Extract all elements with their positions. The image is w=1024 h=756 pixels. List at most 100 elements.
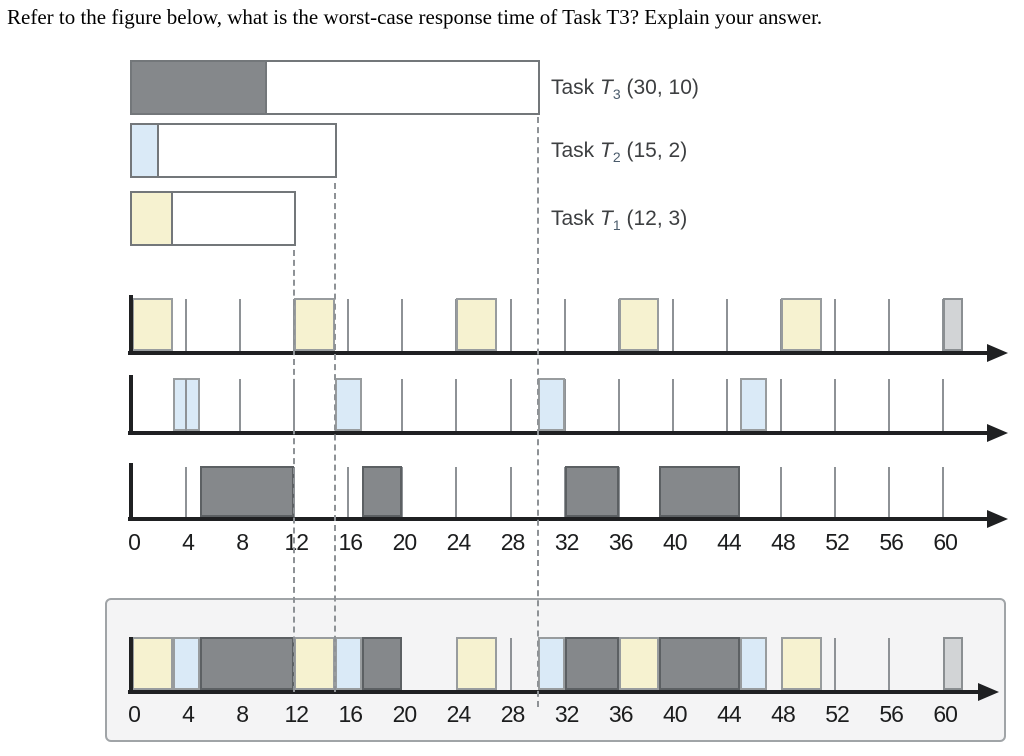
legend-bar-t3 bbox=[130, 60, 540, 115]
tick-T1 bbox=[834, 299, 837, 351]
tick-T3 bbox=[401, 467, 404, 517]
task-subscript: 1 bbox=[612, 217, 621, 234]
axis-label-combined: 32 bbox=[554, 701, 580, 727]
tick-T2 bbox=[671, 379, 674, 431]
tick-combined bbox=[888, 638, 891, 690]
legend-word: Task bbox=[551, 139, 595, 162]
combined-schedule-block-T3 bbox=[564, 637, 619, 690]
tick-combined bbox=[834, 638, 837, 690]
axis-label-upper: 24 bbox=[446, 529, 472, 555]
tick-T1 bbox=[185, 299, 188, 351]
execution-block-T1 bbox=[780, 298, 822, 351]
execution-block-T1 bbox=[132, 298, 173, 351]
combined-schedule-block-T1 bbox=[618, 637, 660, 690]
tick-T3 bbox=[617, 467, 620, 517]
tick-T1 bbox=[509, 299, 512, 351]
task-params: (30, 10) bbox=[626, 76, 699, 99]
execution-block-T1 bbox=[618, 298, 660, 351]
arrow-right-icon bbox=[978, 683, 999, 701]
axis-label-combined: 8 bbox=[236, 701, 249, 727]
tick-combined bbox=[509, 638, 512, 690]
combined-axis bbox=[128, 690, 978, 694]
axis-label-upper: 32 bbox=[554, 529, 580, 555]
task-subscript: 3 bbox=[612, 86, 621, 103]
tick-T2 bbox=[239, 379, 242, 431]
axis-label-upper: 36 bbox=[608, 529, 634, 555]
axis-label-combined: 44 bbox=[717, 701, 742, 727]
arrow-right-icon bbox=[987, 424, 1008, 442]
legend-bar-fill-t1 bbox=[132, 193, 173, 244]
timeline-origin-bar bbox=[129, 295, 133, 355]
axis-label-upper: 60 bbox=[933, 529, 958, 555]
legend-label-t2: Task T2 (15, 2) bbox=[551, 136, 687, 166]
dashed-period-marker-t12 bbox=[293, 250, 296, 692]
axis-label-combined: 40 bbox=[663, 701, 688, 727]
execution-block-T3 bbox=[564, 466, 619, 517]
tick-T2 bbox=[942, 379, 945, 431]
legend-bar-t1 bbox=[130, 191, 297, 246]
tick-T1 bbox=[239, 299, 242, 351]
axis-label-combined: 24 bbox=[446, 701, 472, 727]
task-params: (15, 2) bbox=[626, 139, 688, 162]
axis-label-combined: 60 bbox=[933, 701, 958, 727]
task-symbol: T bbox=[600, 207, 613, 230]
next-release-block-combined bbox=[943, 637, 963, 690]
tick-T1 bbox=[888, 299, 891, 351]
tick-T3 bbox=[888, 467, 891, 517]
timeline-origin-bar bbox=[129, 375, 133, 435]
combined-schedule-block-T2 bbox=[172, 637, 200, 690]
combined-schedule-block-T3 bbox=[361, 637, 403, 690]
tick-T2 bbox=[401, 379, 404, 431]
tick-T2 bbox=[455, 379, 458, 431]
axis-label-upper: 16 bbox=[338, 529, 364, 555]
timeline-axis bbox=[128, 431, 990, 435]
tick-T3 bbox=[347, 467, 350, 517]
axis-label-combined: 0 bbox=[128, 701, 141, 727]
axis-label-combined: 48 bbox=[771, 701, 796, 727]
tick-T3 bbox=[834, 467, 837, 517]
axis-label-upper: 48 bbox=[771, 529, 796, 555]
axis-label-combined: 4 bbox=[182, 701, 195, 727]
dashed-period-marker-t15 bbox=[333, 183, 336, 692]
axis-label-combined: 36 bbox=[608, 701, 634, 727]
axis-label-upper: 40 bbox=[663, 529, 688, 555]
axis-label-combined: 56 bbox=[879, 701, 904, 727]
execution-block-T3 bbox=[199, 466, 295, 517]
arrow-right-icon bbox=[987, 510, 1008, 528]
task-symbol: T bbox=[600, 139, 613, 162]
execution-block-T3 bbox=[659, 466, 741, 517]
execution-block-T1 bbox=[294, 298, 335, 351]
combined-schedule-block-T1 bbox=[456, 637, 498, 690]
dashed-period-marker-t30 bbox=[536, 117, 539, 707]
tick-T2 bbox=[779, 379, 782, 431]
tick-T1 bbox=[671, 299, 674, 351]
axis-label-combined: 12 bbox=[284, 701, 309, 727]
tick-T2 bbox=[888, 379, 891, 431]
axis-label-combined: 52 bbox=[825, 701, 850, 727]
axis-label-upper: 28 bbox=[500, 529, 526, 555]
legend-bar-fill-t2 bbox=[132, 125, 160, 176]
question-text: Refer to the figure below, what is the w… bbox=[7, 5, 823, 29]
tick-T2 bbox=[725, 379, 728, 431]
tick-T3 bbox=[185, 467, 188, 517]
task-symbol: T bbox=[600, 76, 613, 99]
axis-label-upper: 52 bbox=[825, 529, 850, 555]
combined-origin-bar bbox=[129, 637, 133, 694]
execution-block-T2 bbox=[740, 378, 768, 431]
axis-label-combined: 16 bbox=[338, 701, 364, 727]
combined-schedule-block-T2 bbox=[537, 637, 565, 690]
axis-label-upper: 0 bbox=[128, 529, 141, 555]
tick-T1 bbox=[401, 299, 404, 351]
tick-T2 bbox=[563, 379, 566, 431]
combined-schedule-block-T1 bbox=[294, 637, 335, 690]
legend-word: Task bbox=[551, 207, 595, 230]
combined-schedule-block-T3 bbox=[199, 637, 295, 690]
timeline-axis bbox=[128, 517, 990, 521]
axis-label-upper: 56 bbox=[879, 529, 904, 555]
axis-label-combined: 20 bbox=[392, 701, 418, 727]
legend-bar-fill-t3 bbox=[132, 62, 268, 113]
tick-T3 bbox=[942, 467, 945, 517]
axis-label-combined: 28 bbox=[500, 701, 526, 727]
legend-bar-t2 bbox=[130, 123, 337, 178]
